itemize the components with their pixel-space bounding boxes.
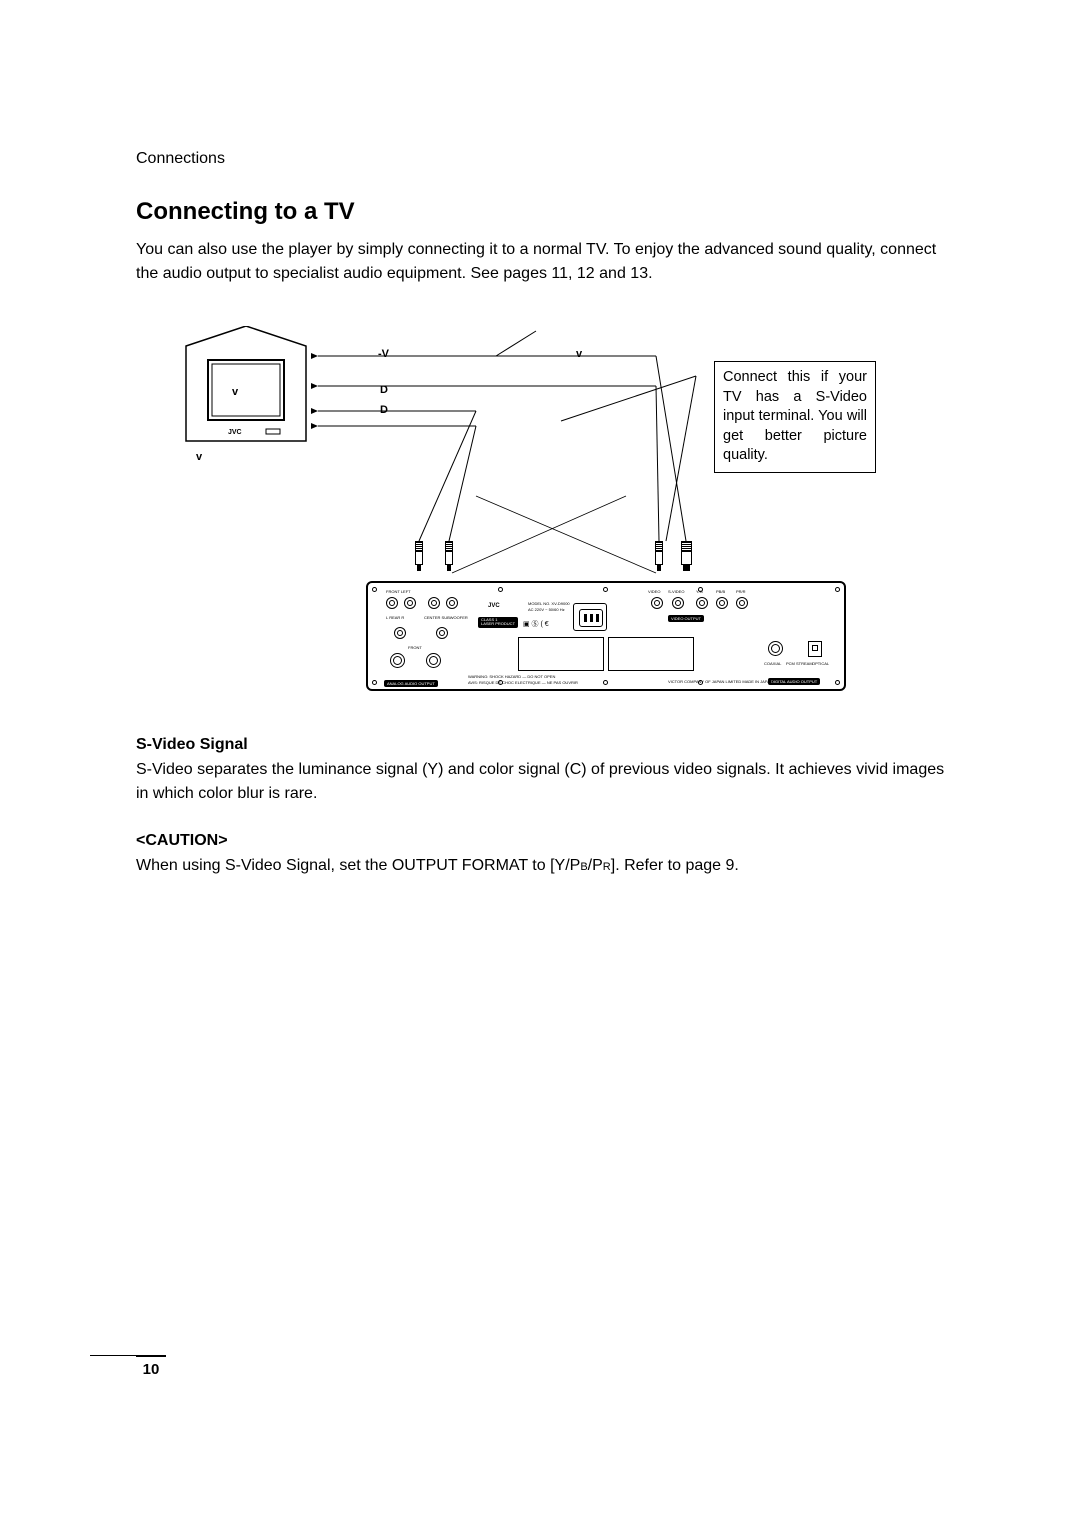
intro-text: You can also use the player by simply co… <box>136 238 950 286</box>
connection-diagram: v JVC v -V v D D Connect this if your TV… <box>166 326 866 706</box>
txt-pbb: PB/B <box>716 589 725 594</box>
tv-bottom-label: v <box>196 451 202 463</box>
txt-front-left: FRONT LEFT <box>386 589 411 594</box>
txt-front: FRONT <box>408 645 422 650</box>
tv-illustration: v JVC <box>176 326 316 446</box>
analog-out-label: ANALOG AUDIO OUTPUT <box>384 680 438 687</box>
video-plug <box>655 541 663 571</box>
warning1: WARNING: SHOCK HAZARD — DO NOT OPEN <box>468 674 555 679</box>
svideo-callout: Connect this if your TV has a S-Video in… <box>714 361 876 473</box>
page-heading: Connecting to a TV <box>136 198 950 226</box>
txt-svideo: S-VIDEO <box>668 589 684 594</box>
page-number: 10 <box>136 1356 166 1378</box>
txt-video: VIDEO <box>648 589 660 594</box>
txt-coax: COAXIAL <box>764 661 781 666</box>
txt-optical: OPTICAL <box>812 661 829 666</box>
txt-prr: PR/R <box>736 589 746 594</box>
label-sv: -V <box>378 348 389 360</box>
label-v: v <box>576 348 582 360</box>
txt-yg: Y/G <box>696 589 703 594</box>
model-label: MODEL NO. XV-D9000 <box>528 601 570 606</box>
caution-body: When using S-Video Signal, set the OUTPU… <box>136 854 950 878</box>
txt-rear: L REAR R <box>386 615 404 620</box>
label-d1: D <box>380 384 388 396</box>
player-rear-panel: FRONT LEFT L REAR R CENTER SUBWOOFER FRO… <box>366 581 846 691</box>
tv-brand-label: JVC <box>228 429 242 436</box>
txt-pcm: PCM STREAM <box>786 661 813 666</box>
video-out-label: VIDEO OUTPUT <box>668 615 704 622</box>
svideo-plug <box>681 541 692 571</box>
label-d2: D <box>380 404 388 416</box>
class1-label: CLASS 1LASER PRODUCT <box>478 617 518 628</box>
ac-label: AC 220V ~ 50/60 Hz <box>528 607 565 612</box>
audio-plug-l <box>415 541 423 571</box>
warning2: AVIS: RISQUE DE CHOC ELECTRIQUE — NE PAS… <box>468 680 578 685</box>
made-label: VICTOR COMPANY OF JAPAN LIMITED MADE IN … <box>668 679 773 684</box>
caution-heading: <CAUTION> <box>136 832 950 850</box>
svideo-body: S-Video separates the luminance signal (… <box>136 758 950 806</box>
dig-out-label: DIGITAL AUDIO OUTPUT <box>768 678 820 685</box>
section-label: Connections <box>136 150 950 168</box>
txt-center-sub: CENTER SUBWOOFER <box>424 615 468 620</box>
audio-plug-r <box>445 541 453 571</box>
svideo-heading: S-Video Signal <box>136 736 950 754</box>
tv-v-label: v <box>232 386 238 398</box>
